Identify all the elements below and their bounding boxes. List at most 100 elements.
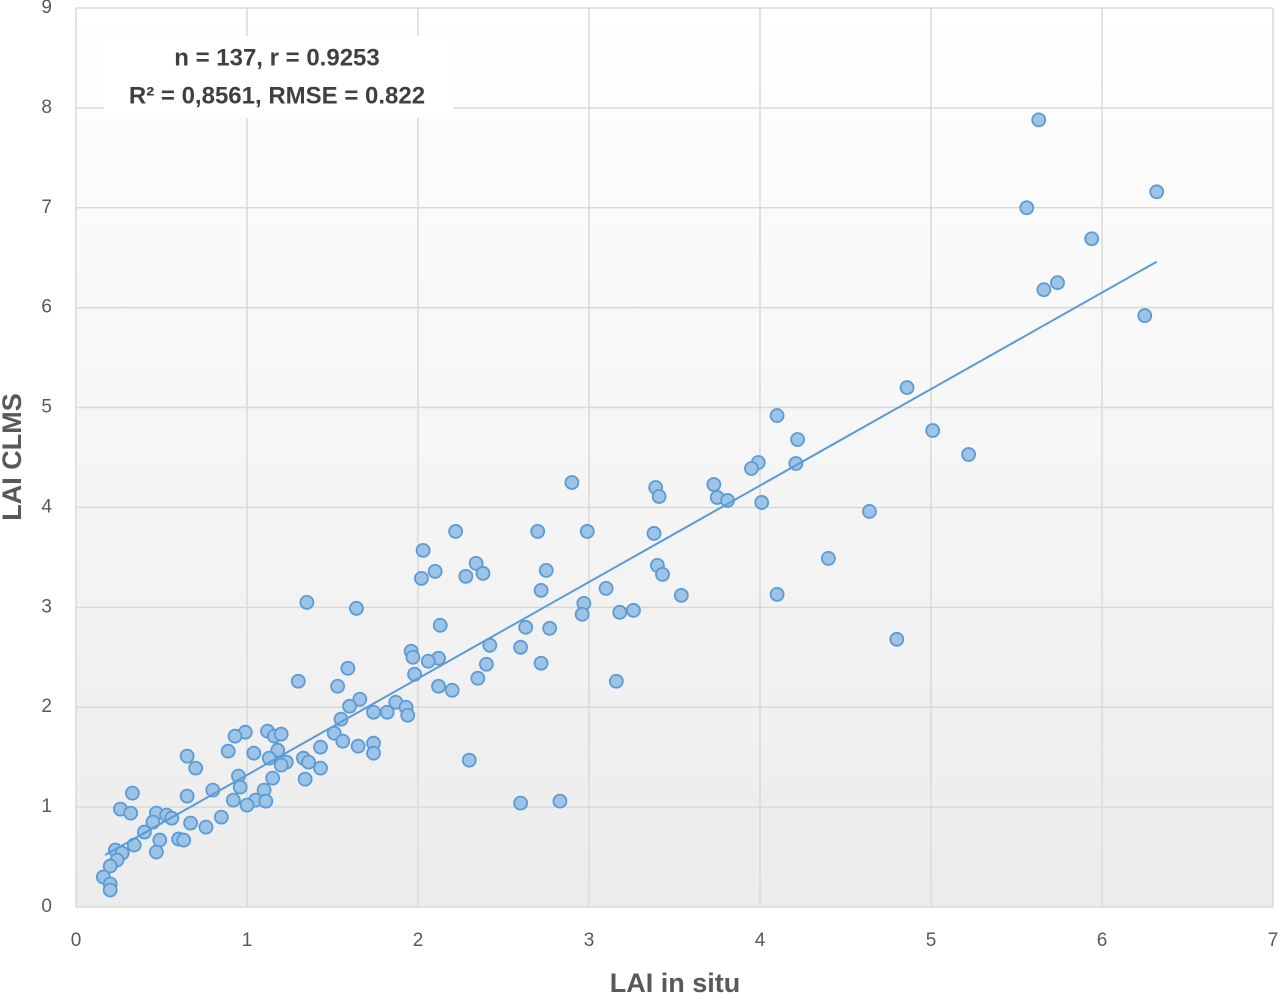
point <box>475 565 491 581</box>
annotation-box <box>104 36 454 118</box>
point <box>925 423 941 438</box>
point <box>152 832 168 848</box>
point <box>405 649 421 665</box>
point <box>290 673 306 689</box>
point <box>349 600 364 616</box>
y-tick-label: 1 <box>41 796 52 817</box>
point <box>198 819 214 835</box>
point <box>1137 308 1153 324</box>
point <box>538 562 554 578</box>
point <box>769 408 785 423</box>
point <box>258 793 274 809</box>
point <box>366 704 381 720</box>
point <box>427 563 443 579</box>
point <box>179 788 195 804</box>
point <box>579 524 595 539</box>
point <box>265 770 281 786</box>
point <box>790 432 806 447</box>
x-tick-label: 0 <box>71 930 82 951</box>
point <box>1050 275 1065 291</box>
point <box>889 631 905 647</box>
y-tick-label: 5 <box>41 397 52 418</box>
plot-area <box>76 8 1273 907</box>
point <box>232 779 248 795</box>
point <box>414 570 429 586</box>
y-tick-label: 2 <box>41 696 52 717</box>
point <box>513 795 528 811</box>
point <box>342 698 358 714</box>
point <box>330 678 346 694</box>
point <box>564 475 580 490</box>
y-tick-label: 7 <box>41 197 52 218</box>
point <box>179 748 195 764</box>
y-tick-label: 6 <box>41 297 52 318</box>
y-tick-label: 8 <box>41 97 52 118</box>
point <box>220 743 236 759</box>
point <box>961 447 977 462</box>
point <box>183 815 198 831</box>
point <box>1149 184 1165 200</box>
point <box>123 805 139 821</box>
point <box>478 656 494 672</box>
point <box>313 739 328 755</box>
point <box>273 757 289 773</box>
point <box>533 582 549 598</box>
point <box>448 524 464 539</box>
point <box>400 707 416 723</box>
x-tick-label: 6 <box>1097 930 1108 951</box>
y-tick-label: 9 <box>41 0 52 18</box>
point <box>651 489 667 504</box>
y-tick-label: 4 <box>41 496 52 517</box>
point <box>350 738 366 754</box>
point <box>1019 200 1035 216</box>
marks <box>95 112 1165 898</box>
point <box>125 785 140 801</box>
point <box>301 754 316 770</box>
point <box>626 602 641 618</box>
trendline <box>104 260 1158 856</box>
point <box>655 566 670 582</box>
point <box>598 580 614 596</box>
point <box>335 733 351 749</box>
x-axis-label: LAI in situ <box>610 968 741 997</box>
point <box>530 524 546 539</box>
point <box>1031 112 1047 128</box>
point <box>470 670 486 686</box>
point <box>431 678 446 694</box>
point <box>188 760 204 776</box>
point <box>379 704 395 720</box>
point <box>340 660 356 676</box>
point <box>862 504 877 519</box>
point <box>313 760 328 776</box>
point <box>612 604 628 620</box>
point <box>533 655 549 671</box>
point <box>366 745 381 761</box>
point <box>299 594 315 610</box>
point <box>468 555 484 571</box>
point <box>352 691 368 707</box>
point <box>297 771 313 787</box>
point <box>706 477 722 492</box>
point <box>1036 282 1052 298</box>
point <box>518 619 534 635</box>
point <box>273 726 289 742</box>
x-tick-label: 3 <box>584 930 595 951</box>
point <box>542 620 558 636</box>
point <box>646 526 662 541</box>
point <box>673 587 689 603</box>
point <box>821 550 836 566</box>
point <box>513 639 528 655</box>
x-tick-label: 4 <box>755 930 766 951</box>
point <box>458 568 474 584</box>
y-axis-label: LAI CLMS <box>0 393 27 521</box>
point <box>432 617 448 633</box>
x-tick-label: 1 <box>242 930 253 951</box>
y-tick-label: 0 <box>41 896 52 917</box>
point <box>102 858 118 874</box>
annotation: n = 137, r = 0.9253 <box>174 44 380 71</box>
point <box>415 542 431 558</box>
point <box>1084 231 1100 247</box>
point <box>552 793 568 809</box>
